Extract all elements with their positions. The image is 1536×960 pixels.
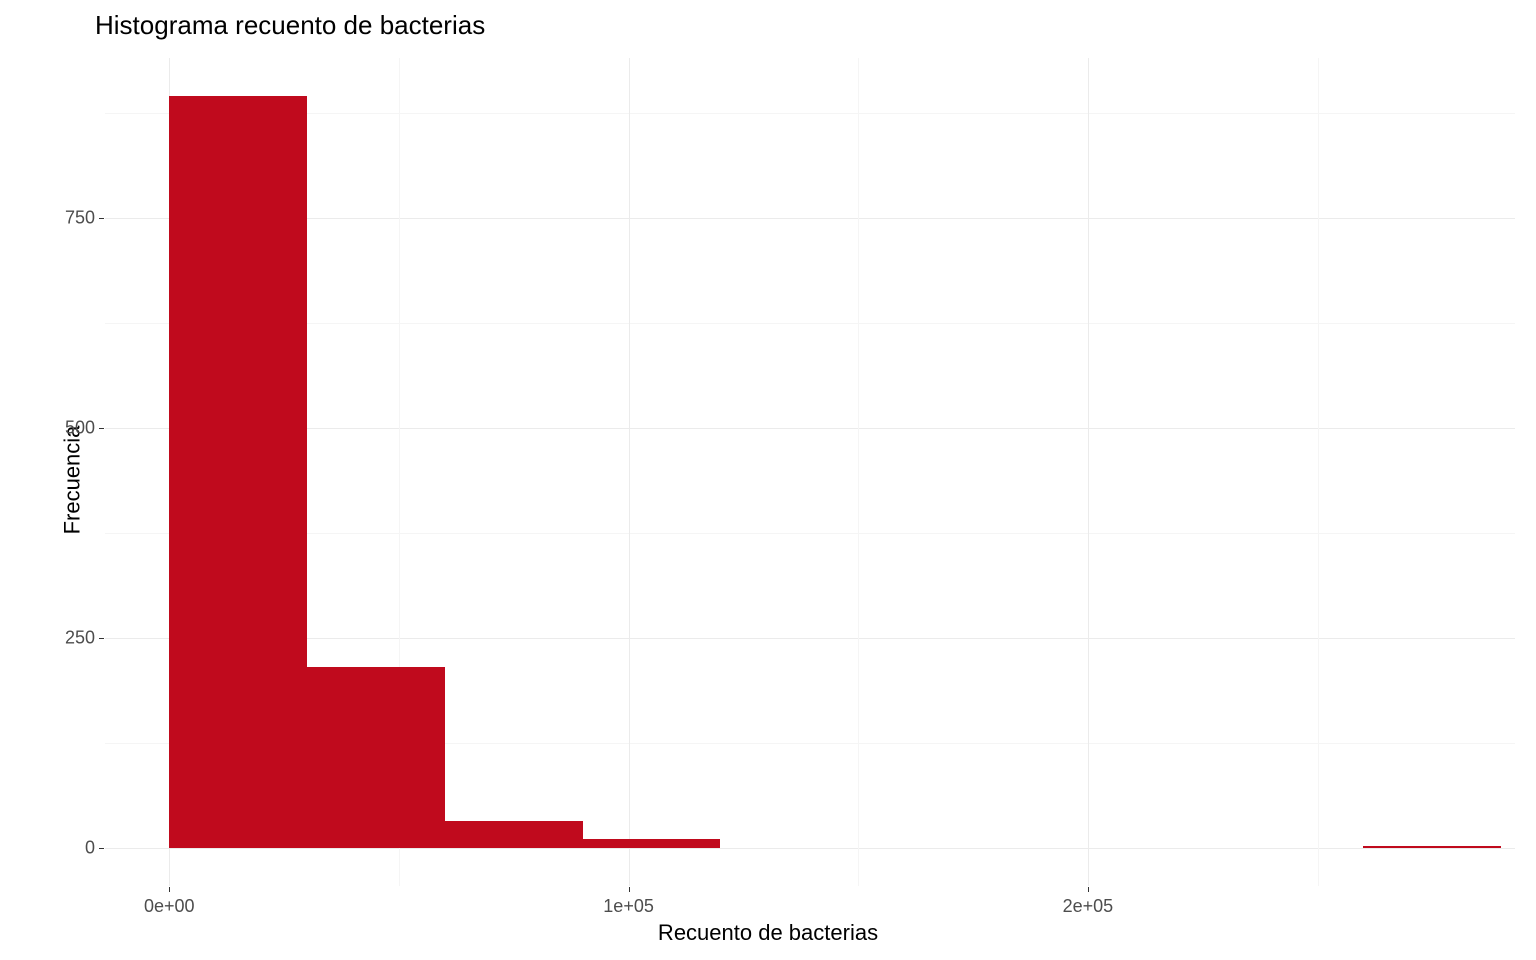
y-tick-label: 250	[65, 628, 95, 649]
chart-title: Histograma recuento de bacterias	[95, 10, 485, 41]
histogram-bar	[445, 821, 583, 848]
gridline-v	[1088, 58, 1089, 886]
gridline-h	[105, 848, 1515, 849]
gridline-h	[105, 428, 1515, 429]
gridline-v-minor	[858, 58, 859, 886]
x-axis-label: Recuento de bacterias	[658, 920, 878, 946]
chart-container: Histograma recuento de bacterias Frecuen…	[0, 0, 1536, 960]
gridline-h-minor	[105, 113, 1515, 114]
y-tick-label: 0	[85, 838, 95, 859]
gridline-h-minor	[105, 533, 1515, 534]
y-tick-label: 750	[65, 207, 95, 228]
gridline-v-minor	[1318, 58, 1319, 886]
x-tick-mark	[169, 887, 170, 892]
histogram-bar	[583, 839, 721, 848]
y-axis-label: Frecuencia	[59, 426, 85, 535]
x-tick-label: 1e+05	[603, 896, 654, 917]
gridline-h-minor	[105, 323, 1515, 324]
y-tick-mark	[99, 638, 104, 639]
x-tick-mark	[1088, 887, 1089, 892]
x-tick-label: 2e+05	[1063, 896, 1114, 917]
y-tick-mark	[99, 848, 104, 849]
y-tick-mark	[99, 428, 104, 429]
gridline-h	[105, 218, 1515, 219]
y-tick-label: 500	[65, 417, 95, 438]
gridline-v	[629, 58, 630, 886]
histogram-bar	[1363, 846, 1501, 848]
histogram-bar	[169, 96, 307, 848]
histogram-bar	[307, 667, 445, 848]
x-tick-mark	[629, 887, 630, 892]
plot-area: 02505007500e+001e+052e+05	[105, 58, 1515, 886]
gridline-h	[105, 638, 1515, 639]
x-tick-label: 0e+00	[144, 896, 195, 917]
y-tick-mark	[99, 218, 104, 219]
